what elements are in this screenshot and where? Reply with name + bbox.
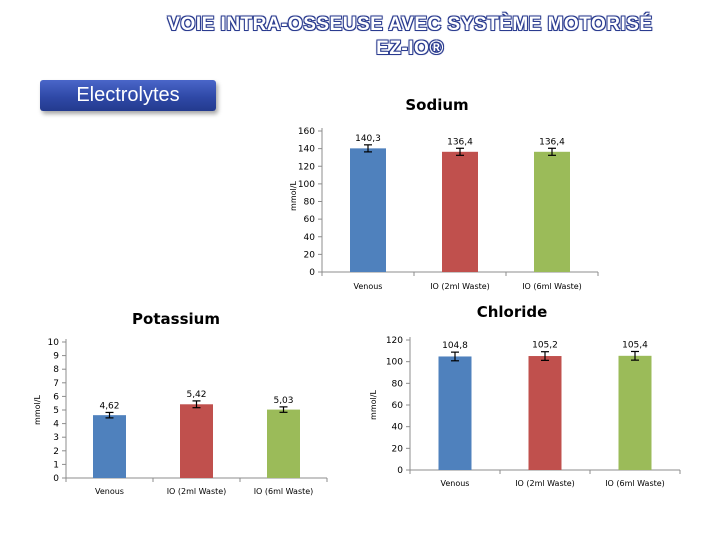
potassium-tick-label: 0 (53, 474, 59, 484)
sodium-category-label: IO (2ml Waste) (430, 282, 490, 291)
potassium-category-label: IO (2ml Waste) (167, 487, 227, 496)
electrolytes-badge: Electrolytes (40, 80, 216, 111)
sodium-category-label: Venous (354, 282, 383, 291)
sodium-value-label: 136,4 (539, 137, 565, 147)
chloride-category-label: Venous (441, 479, 470, 488)
page-title: VOIE INTRA-OSSEUSE AVEC SYSTÈME MOTORISÉ (167, 14, 653, 35)
sodium-tick-label: 140 (298, 145, 315, 155)
page-subtitle: EZ-IO® (376, 38, 444, 59)
chloride-bar-3 (618, 355, 652, 470)
sodium-bar-1 (350, 148, 386, 272)
chloride-value-label: 105,4 (622, 340, 648, 350)
potassium-value-label: 5,42 (186, 390, 206, 400)
potassium-value-label: 5,03 (273, 396, 293, 406)
chloride-category-label: IO (6ml Waste) (605, 479, 665, 488)
potassium-y-axis-label: mmol/L (33, 395, 42, 425)
sodium-y-axis-label: mmol/L (289, 181, 298, 211)
potassium-bar-3 (267, 409, 300, 478)
sodium-value-label: 136,4 (447, 137, 473, 147)
chloride-tick-label: 100 (386, 358, 403, 368)
sodium-tick-label: 0 (309, 268, 315, 278)
chloride-y-axis-label: mmol/L (369, 390, 378, 420)
potassium-tick-label: 2 (53, 447, 59, 457)
potassium-chart-title: Potassium (132, 310, 220, 328)
sodium-bar-3 (534, 151, 570, 272)
sodium-tick-label: 60 (304, 215, 316, 225)
sodium-tick-label: 20 (304, 250, 316, 260)
sodium-tick-label: 40 (304, 233, 316, 243)
sodium-tick-label: 160 (298, 127, 315, 137)
chloride-bar-2 (528, 356, 562, 470)
chloride-tick-label: 120 (386, 336, 403, 346)
potassium-tick-label: 10 (48, 338, 60, 348)
sodium-bar-2 (442, 151, 478, 272)
sodium-chart-title: Sodium (405, 96, 468, 114)
potassium-category-label: IO (6ml Waste) (254, 487, 314, 496)
potassium-tick-label: 3 (53, 433, 59, 443)
chloride-tick-label: 0 (397, 466, 403, 476)
sodium-tick-label: 120 (298, 162, 315, 172)
potassium-bar-2 (180, 404, 213, 478)
sodium-category-label: IO (6ml Waste) (522, 282, 582, 291)
chloride-bar-1 (438, 356, 472, 470)
chloride-tick-label: 40 (392, 423, 404, 433)
potassium-tick-label: 1 (53, 460, 59, 470)
potassium-tick-label: 6 (53, 392, 59, 402)
chloride-value-label: 105,2 (532, 341, 558, 351)
potassium-bar-1 (93, 415, 126, 478)
potassium-tick-label: 9 (53, 352, 59, 362)
potassium-tick-label: 5 (53, 406, 59, 416)
potassium-tick-label: 8 (53, 365, 59, 375)
chloride-tick-label: 20 (392, 444, 404, 454)
potassium-tick-label: 4 (53, 420, 59, 430)
chloride-tick-label: 80 (392, 379, 404, 389)
sodium-tick-label: 100 (298, 180, 315, 190)
chloride-chart-title: Chloride (477, 303, 548, 321)
sodium-tick-label: 80 (304, 198, 316, 208)
chloride-value-label: 104,8 (442, 341, 468, 351)
potassium-value-label: 4,62 (99, 401, 119, 411)
chloride-tick-label: 60 (392, 401, 404, 411)
sodium-value-label: 140,3 (355, 134, 381, 144)
potassium-category-label: Venous (95, 487, 124, 496)
potassium-tick-label: 7 (53, 379, 59, 389)
chloride-category-label: IO (2ml Waste) (515, 479, 575, 488)
